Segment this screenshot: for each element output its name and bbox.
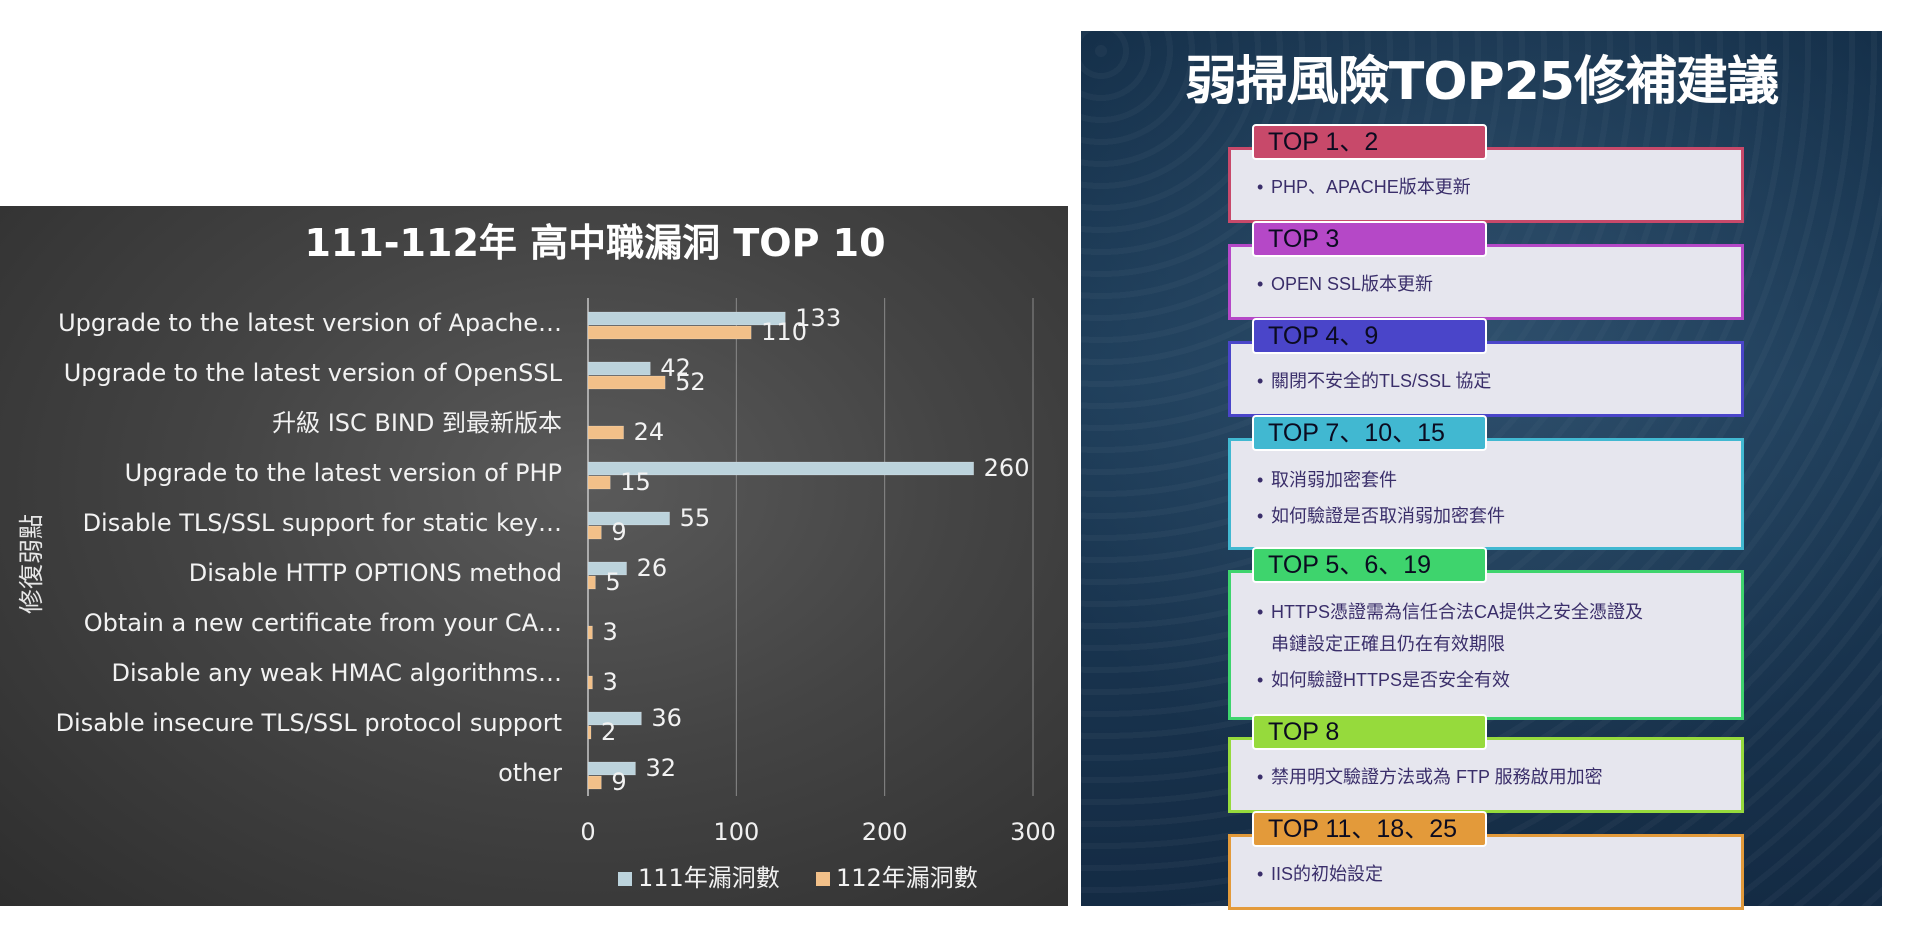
card-bullet: 串鏈設定正確且仍在有效期限	[1271, 634, 1505, 654]
legend-swatch	[618, 872, 632, 886]
card-tab: TOP 11、18、25	[1252, 811, 1487, 847]
slide-title: 弱掃風險TOP25修補建議	[1184, 52, 1779, 112]
card-tab: TOP 1、2	[1252, 124, 1487, 160]
chart-title: 111-112年 高中職漏洞 TOP 10	[304, 221, 885, 265]
legend-label: 112年漏洞數	[836, 864, 978, 892]
bar-y111	[587, 561, 627, 576]
data-label: 260	[984, 454, 1030, 482]
card-bullet: HTTPS憑證需為信任合法CA提供之安全憑證及	[1257, 597, 1643, 628]
category-label: Disable insecure TLS/SSL protocol suppor…	[56, 709, 562, 737]
card-tab: TOP 4、9	[1252, 318, 1487, 354]
data-label: 110	[761, 318, 807, 346]
card-bullet: 取消弱加密套件	[1257, 465, 1397, 496]
bar-y112	[587, 425, 624, 440]
bar-y111	[587, 711, 642, 726]
data-label: 133	[795, 304, 841, 332]
bar-y112	[587, 475, 611, 490]
data-label: 24	[634, 418, 665, 446]
card-bullet: 禁用明文驗證方法或為 FTP 服務啟用加密	[1257, 762, 1603, 793]
data-label: 9	[611, 768, 626, 796]
card-tab: TOP 7、10、15	[1252, 415, 1487, 451]
card-tab: TOP 3	[1252, 221, 1487, 257]
recommendation-card: 取消弱加密套件如何驗證是否取消弱加密套件	[1228, 438, 1744, 550]
category-label: 升級 ISC BIND 到最新版本	[272, 409, 562, 437]
data-label: 52	[675, 368, 706, 396]
category-label: Upgrade to the latest version of PHP	[125, 459, 562, 487]
data-label: 3	[602, 618, 617, 646]
x-tick-label: 100	[713, 818, 759, 846]
data-label: 55	[680, 504, 711, 532]
bar-chart: 111-112年 高中職漏洞 TOP 10 0 100 200 300 修復弱點 Upgra…	[17, 221, 1056, 892]
category-label: Disable HTTP OPTIONS method	[189, 559, 562, 587]
bar-y112	[587, 675, 593, 690]
x-tick-label: 300	[1010, 818, 1056, 846]
data-label: 15	[620, 468, 651, 496]
data-label: 3	[602, 668, 617, 696]
bar-y112	[587, 375, 666, 390]
card-tab: TOP 5、6、19	[1252, 547, 1487, 583]
card-bullet: 如何驗證HTTPS是否安全有效	[1257, 665, 1510, 696]
bar-y112	[587, 775, 602, 790]
chart-panel: 111-112年 高中職漏洞 TOP 10 0 100 200 300 修復弱點 Upgra…	[0, 206, 1068, 906]
recommendation-slide: 弱掃風險TOP25修補建議 PHP、APACHE版本更新 TOP 1、2 OPEN …	[1081, 31, 1882, 910]
data-label: 2	[601, 718, 616, 746]
bar-y112	[587, 625, 593, 640]
y-axis-title: 修復弱點	[17, 514, 46, 614]
bar-y111	[587, 461, 974, 476]
bar-y111	[587, 361, 651, 376]
recommendation-card: HTTPS憑證需為信任合法CA提供之安全憑證及串鏈設定正確且仍在有效期限如何驗證…	[1228, 570, 1744, 720]
bar-y112	[587, 525, 602, 540]
card-bullet: IIS的初始設定	[1257, 859, 1383, 890]
x-tick-label: 200	[862, 818, 908, 846]
bar-y112	[587, 575, 596, 590]
bar-y111	[587, 511, 670, 526]
data-label: 42	[660, 354, 691, 382]
category-label: Upgrade to the latest version of OpenSSL	[64, 359, 563, 387]
data-label: 26	[637, 554, 668, 582]
x-tick-label: 0	[580, 818, 595, 846]
data-label: 36	[651, 704, 682, 732]
category-label: Obtain a new certificate from your CA…	[84, 609, 562, 637]
category-label: other	[498, 759, 562, 787]
bar-y111	[587, 761, 636, 776]
card-bullet: PHP、APACHE版本更新	[1257, 172, 1471, 203]
data-label: 9	[611, 518, 626, 546]
card-bullet: OPEN SSL版本更新	[1257, 269, 1433, 300]
card-bullet: 如何驗證是否取消弱加密套件	[1257, 501, 1505, 532]
legend-swatch	[816, 872, 830, 886]
bar-y111	[587, 311, 786, 326]
data-label: 32	[645, 754, 676, 782]
legend-label: 111年漏洞數	[638, 864, 780, 892]
category-label: Disable any weak HMAC algorithms…	[111, 659, 562, 687]
card-tab: TOP 8	[1252, 714, 1487, 750]
category-label: Disable TLS/SSL support for static key…	[83, 509, 562, 537]
data-label: 5	[605, 568, 620, 596]
bar-y112	[587, 725, 592, 740]
category-label: Upgrade to the latest version of Apache…	[58, 309, 562, 337]
card-bullet: 關閉不安全的TLS/SSL 協定	[1257, 366, 1491, 397]
bar-y112	[587, 325, 752, 340]
